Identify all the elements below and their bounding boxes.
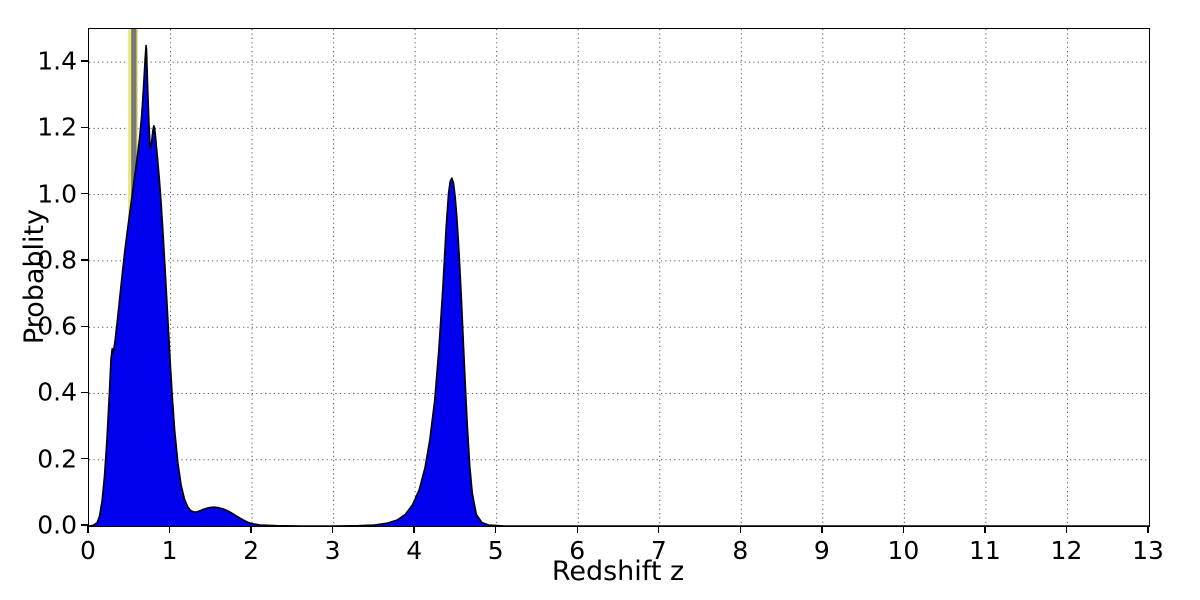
x-tick-label: 10 xyxy=(887,536,920,565)
y-tick-mark xyxy=(81,126,88,129)
x-tick-mark xyxy=(494,526,497,534)
x-tick-mark xyxy=(331,526,334,534)
y-tick-label: 0.8 xyxy=(37,245,77,275)
x-tick-label: 12 xyxy=(1050,536,1083,565)
x-tick-mark xyxy=(1147,526,1149,534)
x-tick-label: 11 xyxy=(969,536,1001,565)
x-tick-mark xyxy=(739,526,741,534)
y-tick-label: 0.0 xyxy=(37,510,77,540)
x-tick-mark xyxy=(902,526,905,534)
x-tick-mark xyxy=(87,526,89,534)
x-tick-mark xyxy=(658,526,660,534)
y-tick-mark xyxy=(81,192,88,195)
x-tick-mark xyxy=(168,526,171,534)
y-tick-label: 0.2 xyxy=(37,444,77,474)
x-tick-label: 0 xyxy=(80,536,96,565)
y-tick-mark xyxy=(81,259,88,261)
y-tick-mark xyxy=(81,524,88,526)
x-tick-mark xyxy=(413,526,415,534)
x-tick-label: 4 xyxy=(406,536,423,565)
y-tick-label: 1.4 xyxy=(37,46,77,76)
y-tick-mark xyxy=(81,325,88,327)
y-tick-mark xyxy=(81,60,88,62)
x-tick-label: 5 xyxy=(487,536,504,565)
x-tick-mark xyxy=(250,526,252,534)
y-tick-mark xyxy=(81,458,88,460)
x-tick-label: 7 xyxy=(650,536,667,565)
x-tick-label: 6 xyxy=(569,536,586,565)
x-tick-label: 1 xyxy=(161,536,178,565)
x-axis-title: Redshift z xyxy=(551,556,685,587)
y-axis-title: Probablity xyxy=(19,208,50,345)
y-tick-label: 1.0 xyxy=(37,179,77,209)
plot-svg xyxy=(89,29,1149,526)
x-tick-label: 9 xyxy=(813,536,830,565)
pdf-fill xyxy=(89,45,1149,526)
grid-lines xyxy=(89,29,1149,526)
pdf-outline xyxy=(89,44,1149,526)
x-tick-label: 8 xyxy=(732,536,749,565)
x-tick-label: 2 xyxy=(243,536,260,565)
pdf-area-series xyxy=(89,44,1149,526)
x-tick-mark xyxy=(576,526,578,534)
y-tick-label: 0.4 xyxy=(37,377,77,407)
x-tick-mark xyxy=(984,526,986,534)
x-tick-mark xyxy=(1065,526,1068,534)
y-tick-label: 0.6 xyxy=(37,311,77,341)
x-tick-label: 13 xyxy=(1132,536,1164,565)
x-tick-label: 3 xyxy=(324,536,341,565)
plot-axes-area xyxy=(88,28,1150,527)
x-tick-mark xyxy=(821,526,823,534)
y-tick-mark xyxy=(81,391,88,394)
y-tick-label: 1.2 xyxy=(37,112,77,142)
